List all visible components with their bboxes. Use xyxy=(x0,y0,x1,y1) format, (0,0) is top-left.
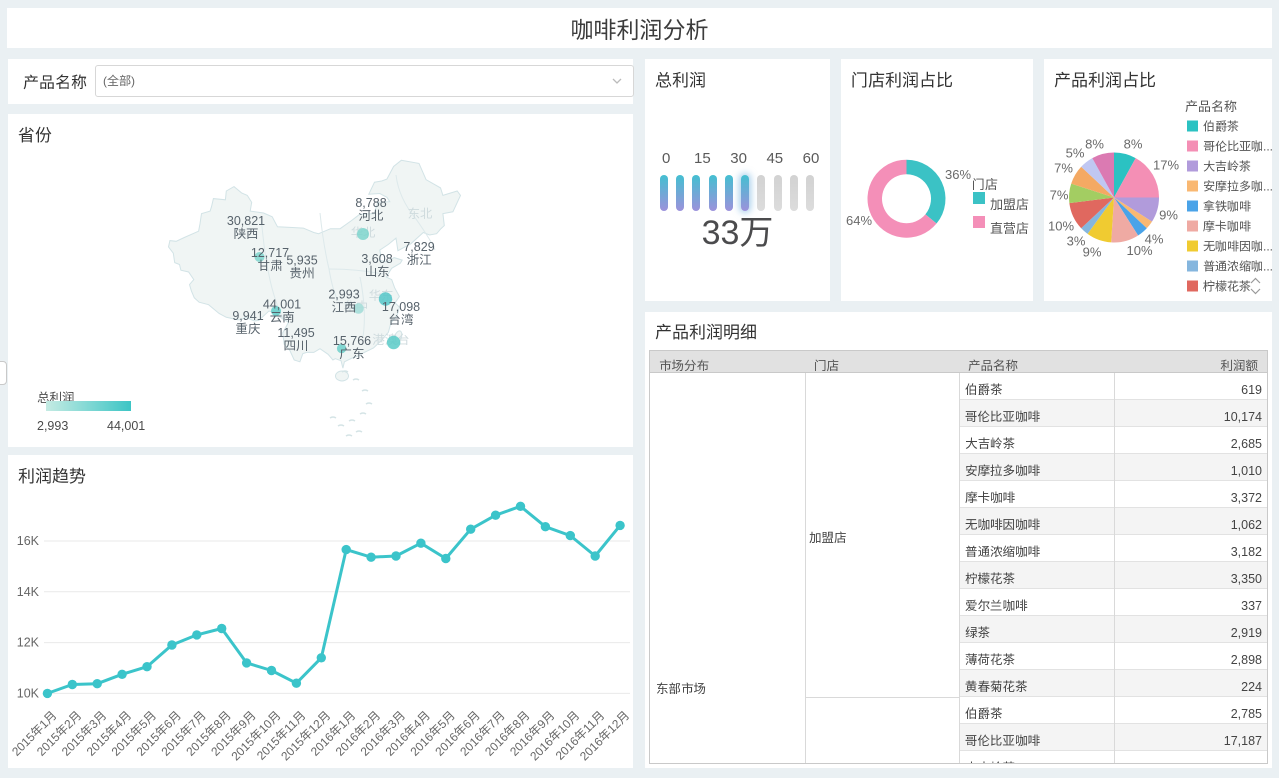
svg-text:山东: 山东 xyxy=(364,261,389,280)
svg-text:普通浓缩咖...: 普通浓缩咖... xyxy=(1203,258,1272,275)
svg-text:江西: 江西 xyxy=(331,297,356,316)
svg-text:摩卡咖啡: 摩卡咖啡 xyxy=(1202,218,1251,235)
svg-text:36%: 36% xyxy=(945,164,971,183)
svg-text:3%: 3% xyxy=(1067,231,1086,250)
svg-text:甘肃: 甘肃 xyxy=(257,255,283,274)
svg-text:5%: 5% xyxy=(1066,143,1085,162)
svg-text:3,608: 3,608 xyxy=(361,248,392,267)
svg-text:9,941: 9,941 xyxy=(232,305,263,324)
svg-text:哥伦比亚咖...: 哥伦比亚咖... xyxy=(1203,138,1272,155)
svg-text:河北: 河北 xyxy=(358,205,384,224)
svg-text:12,717: 12,717 xyxy=(251,242,289,261)
svg-text:产品名称: 产品名称 xyxy=(1185,96,1237,115)
svg-text:浙江: 浙江 xyxy=(406,249,431,268)
svg-text:8,788: 8,788 xyxy=(355,192,386,211)
svg-text:4%: 4% xyxy=(1145,229,1164,248)
svg-text:8%: 8% xyxy=(1085,134,1104,153)
svg-text:贵州: 贵州 xyxy=(289,263,314,282)
svg-text:17,098: 17,098 xyxy=(382,296,420,315)
svg-text:10%: 10% xyxy=(1126,240,1152,259)
svg-text:9%: 9% xyxy=(1159,205,1178,224)
svg-text:2,993: 2,993 xyxy=(328,284,359,303)
svg-text:16K: 16K xyxy=(17,530,40,549)
svg-text:7%: 7% xyxy=(1054,158,1073,177)
svg-text:云南: 云南 xyxy=(269,307,294,326)
svg-text:15,766: 15,766 xyxy=(333,330,371,349)
svg-text:10%: 10% xyxy=(1048,216,1074,235)
svg-text:重庆: 重庆 xyxy=(235,318,261,337)
svg-text:9%: 9% xyxy=(1083,242,1102,261)
svg-text:陕西: 陕西 xyxy=(233,223,258,242)
svg-text:广东: 广东 xyxy=(339,343,364,362)
svg-text:11,495: 11,495 xyxy=(277,322,314,341)
svg-text:44,001: 44,001 xyxy=(263,294,301,313)
svg-text:东北: 东北 xyxy=(407,203,433,222)
svg-text:无咖啡因咖...: 无咖啡因咖... xyxy=(1203,238,1272,255)
svg-text:12K: 12K xyxy=(17,632,40,651)
svg-text:台湾: 台湾 xyxy=(388,309,413,328)
svg-text:安摩拉多咖...: 安摩拉多咖... xyxy=(1203,178,1272,195)
svg-text:17%: 17% xyxy=(1153,155,1179,174)
svg-text:8%: 8% xyxy=(1124,134,1143,153)
svg-text:四川: 四川 xyxy=(283,335,308,354)
svg-text:大吉岭茶: 大吉岭茶 xyxy=(1203,158,1251,175)
svg-text:伯爵茶: 伯爵茶 xyxy=(1203,118,1239,135)
svg-text:30,821: 30,821 xyxy=(227,210,265,229)
svg-text:64%: 64% xyxy=(846,210,872,229)
svg-text:柠檬花茶: 柠檬花茶 xyxy=(1203,278,1251,295)
svg-text:拿铁咖啡: 拿铁咖啡 xyxy=(1202,198,1251,215)
svg-text:5,935: 5,935 xyxy=(286,250,317,269)
svg-text:7,829: 7,829 xyxy=(403,236,434,255)
svg-text:7%: 7% xyxy=(1050,185,1069,204)
svg-text:10K: 10K xyxy=(17,682,40,701)
svg-text:14K: 14K xyxy=(17,581,40,600)
